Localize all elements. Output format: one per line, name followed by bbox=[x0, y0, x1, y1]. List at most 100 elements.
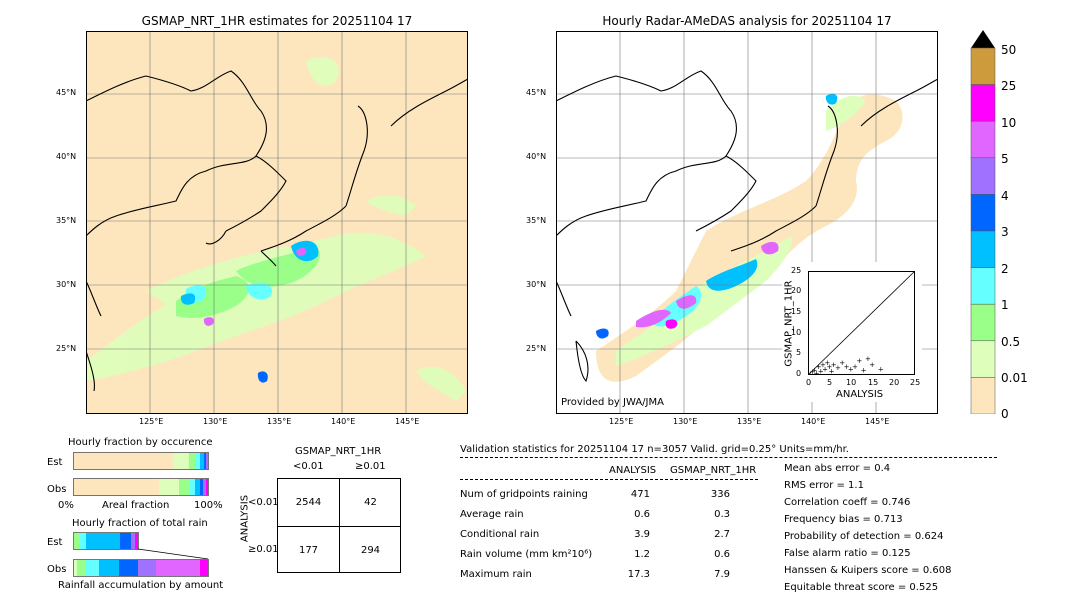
right-lon-label: 140°E bbox=[801, 417, 826, 426]
occurrence-row-label-obs: Obs bbox=[47, 484, 67, 495]
validation-row-analysis: 3.9 bbox=[634, 529, 650, 540]
scatter-xtick: 25 bbox=[910, 378, 921, 387]
scatter-diagonal bbox=[808, 271, 915, 375]
scatter-ytick: 20 bbox=[791, 286, 802, 295]
contingency-cell: 294 bbox=[360, 545, 381, 556]
right-lon-label: 135°E bbox=[737, 417, 762, 426]
colorbar-extend-arrow bbox=[971, 30, 995, 48]
colorbar-box bbox=[970, 377, 996, 414]
colorbar-label: 1 bbox=[1001, 298, 1009, 312]
validation-row-analysis: 0.6 bbox=[634, 509, 650, 520]
scatter-xtick: 15 bbox=[868, 378, 879, 387]
validation-row-gsmap: 7.9 bbox=[714, 569, 730, 580]
occurrence-axis-mid: Areal fraction bbox=[102, 500, 170, 511]
colorbar bbox=[970, 30, 996, 414]
occurrence-row-label-est: Est bbox=[47, 457, 63, 468]
validation-score: RMS error = 1.1 bbox=[784, 480, 864, 491]
right-lon-label: 125°E bbox=[609, 417, 634, 426]
scatter-point: + bbox=[820, 361, 826, 369]
scatter-xtick: 0 bbox=[806, 378, 812, 387]
scatter-point: + bbox=[822, 365, 828, 373]
validation-col-header: ANALYSIS bbox=[609, 465, 657, 476]
right-coastline bbox=[556, 70, 938, 383]
right-map-frame bbox=[556, 31, 938, 414]
right-lat-label: 35°N bbox=[526, 216, 547, 225]
total-rain-title: Hourly fraction of total rain bbox=[72, 518, 208, 529]
colorbar-box bbox=[970, 230, 996, 268]
validation-score: Mean abs error = 0.4 bbox=[784, 463, 891, 474]
scatter-xlabel: ANALYSIS bbox=[836, 389, 884, 400]
contingency-grid: 2544 42 177 294 bbox=[277, 478, 401, 573]
right-rain-heavy bbox=[596, 93, 838, 339]
occurrence-bars bbox=[73, 452, 209, 496]
colorbar-label: 2 bbox=[1001, 262, 1009, 276]
scatter-point: + bbox=[856, 357, 862, 365]
left-map-title: GSMAP_NRT_1HR estimates for 20251104 17 bbox=[141, 14, 413, 28]
scatter-point: + bbox=[824, 359, 830, 367]
scatter-point: + bbox=[811, 367, 817, 375]
occurrence-axis-left: 0% bbox=[58, 500, 74, 511]
left-lat-label: 30°N bbox=[56, 280, 77, 289]
contingency-col-label: ≥0.01 bbox=[355, 461, 386, 472]
colorbar-label: 0.5 bbox=[1001, 335, 1021, 349]
scatter-points: ++++++++++++++++++++++ bbox=[808, 355, 884, 375]
colorbar-label: 5 bbox=[1001, 152, 1009, 166]
scatter-point: + bbox=[809, 368, 815, 375]
colorbar-label: 50 bbox=[1001, 43, 1017, 57]
left-lat-label: 40°N bbox=[56, 152, 77, 161]
validation-score: Probability of detection = 0.624 bbox=[784, 531, 944, 542]
colorbar-box bbox=[970, 157, 996, 195]
validation-row-gsmap: 2.7 bbox=[714, 529, 730, 540]
validation-col-header: GSMAP_NRT_1HR bbox=[670, 465, 757, 476]
validation-score: Equitable threat score = 0.525 bbox=[784, 582, 939, 593]
colorbar-label: 25 bbox=[1001, 79, 1017, 93]
validation-row-gsmap: 0.3 bbox=[714, 509, 730, 520]
validation-row-analysis: 17.3 bbox=[627, 569, 650, 580]
contingency-cell: 177 bbox=[298, 545, 319, 556]
right-map-title: Hourly Radar-AMeDAS analysis for 2025110… bbox=[602, 14, 892, 28]
colorbar-label: 0 bbox=[1001, 407, 1009, 421]
colorbar-box bbox=[970, 120, 996, 159]
occurrence-title: Hourly fraction by occurence bbox=[68, 437, 213, 448]
colorbar-label: 0.01 bbox=[1001, 371, 1028, 385]
validation-col-rule bbox=[460, 479, 758, 480]
right-lon-label: 130°E bbox=[673, 417, 698, 426]
scatter-point: + bbox=[865, 355, 871, 363]
scatter-point: + bbox=[831, 361, 837, 369]
scatter-point: + bbox=[844, 363, 850, 371]
scatter-point: + bbox=[861, 367, 867, 375]
scatter-point: + bbox=[852, 363, 858, 371]
total-rain-axis-label: Rainfall accumulation by amount bbox=[58, 580, 224, 591]
right-lat-label: 30°N bbox=[526, 280, 547, 289]
left-coastline bbox=[86, 70, 468, 392]
scatter-ytick: 25 bbox=[791, 266, 802, 275]
validation-row-label: Conditional rain bbox=[460, 529, 540, 540]
right-lon-label: 145°E bbox=[865, 417, 890, 426]
total-rain-row-label-est: Est bbox=[47, 537, 63, 548]
contingency-row-label: ≥0.01 bbox=[248, 544, 279, 555]
scatter-point: + bbox=[808, 370, 813, 375]
colorbar-label: 3 bbox=[1001, 225, 1009, 239]
colorbar-boxes bbox=[970, 47, 996, 414]
validation-row-label: Num of gridpoints raining bbox=[460, 489, 588, 500]
colorbar-box bbox=[970, 303, 996, 342]
scatter-xtick: 10 bbox=[846, 378, 857, 387]
contingency-cell: 2544 bbox=[295, 497, 322, 508]
colorbar-label: 10 bbox=[1001, 116, 1017, 130]
left-rain-heavy bbox=[180, 240, 319, 383]
contingency-row-label: <0.01 bbox=[248, 497, 279, 508]
scatter-point: + bbox=[839, 359, 845, 367]
total-rain-bars bbox=[73, 532, 209, 577]
contingency-side-label: ANALYSIS bbox=[239, 494, 251, 543]
scatter-xtick: 5 bbox=[827, 378, 833, 387]
total-rain-row-label-obs: Obs bbox=[47, 564, 67, 575]
scatter-point: + bbox=[829, 367, 835, 375]
validation-score: False alarm ratio = 0.125 bbox=[784, 548, 911, 559]
scatter-point: + bbox=[869, 361, 875, 369]
scatter-point: + bbox=[818, 367, 824, 375]
scatter-point: + bbox=[878, 365, 884, 373]
scatter-ytick: 10 bbox=[791, 328, 802, 337]
validation-row-gsmap: 336 bbox=[710, 489, 730, 500]
scatter-plot: ++++++++++++++++++++++ bbox=[808, 271, 915, 375]
scatter-point: + bbox=[816, 363, 822, 371]
